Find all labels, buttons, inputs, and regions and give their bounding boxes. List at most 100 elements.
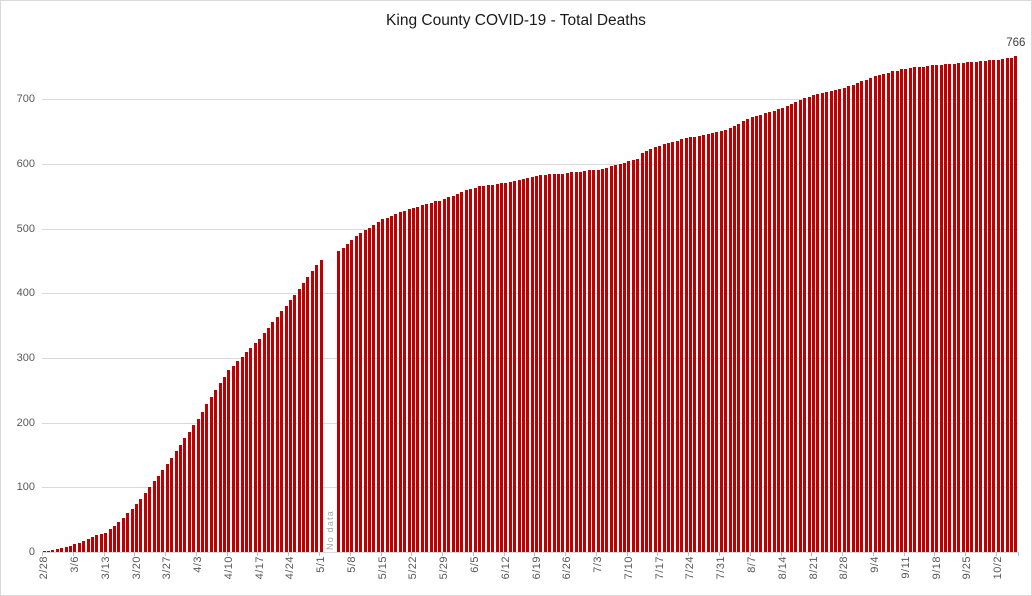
y-axis-label: 300 bbox=[16, 351, 35, 364]
chart-title: King County COVID-19 - Total Deaths bbox=[386, 12, 646, 29]
bar bbox=[139, 498, 143, 552]
bar bbox=[227, 370, 231, 552]
bar bbox=[548, 174, 552, 552]
bar bbox=[192, 425, 196, 552]
bar bbox=[552, 174, 556, 552]
bar bbox=[825, 91, 829, 552]
bar bbox=[957, 62, 961, 552]
x-axis-tick bbox=[42, 552, 43, 556]
bar bbox=[557, 173, 561, 552]
x-axis-tick bbox=[657, 552, 659, 556]
x-axis-label-box: 7/10 bbox=[621, 556, 637, 595]
bar bbox=[473, 187, 477, 552]
bar bbox=[157, 475, 160, 552]
bar bbox=[253, 343, 257, 552]
bar bbox=[99, 533, 103, 552]
bar bbox=[438, 200, 442, 552]
x-axis-label-box: 4/3 bbox=[190, 556, 206, 595]
x-axis-label: 7/10 bbox=[622, 556, 635, 580]
x-axis-label-box: 4/17 bbox=[252, 556, 268, 595]
bar bbox=[587, 170, 591, 552]
bar bbox=[737, 123, 741, 552]
bar bbox=[921, 66, 925, 552]
bar bbox=[346, 244, 350, 552]
bar bbox=[948, 64, 952, 552]
bar bbox=[702, 134, 706, 552]
x-axis-tick bbox=[503, 552, 505, 556]
bar bbox=[530, 176, 534, 552]
bar bbox=[513, 180, 517, 552]
bar bbox=[873, 76, 877, 552]
bar bbox=[178, 444, 182, 552]
bar bbox=[113, 526, 117, 552]
bar bbox=[561, 173, 565, 552]
y-axis-label: 0 bbox=[28, 546, 35, 558]
bar bbox=[675, 140, 679, 552]
bar bbox=[574, 171, 578, 552]
bar bbox=[135, 504, 139, 552]
bar bbox=[680, 139, 684, 552]
bar bbox=[671, 141, 675, 552]
bar bbox=[627, 161, 631, 552]
bar bbox=[495, 183, 499, 552]
bar bbox=[803, 98, 807, 552]
bar bbox=[482, 185, 486, 552]
gridline bbox=[42, 99, 1018, 101]
x-axis-label-box: 6/12 bbox=[498, 556, 514, 595]
bar bbox=[64, 546, 68, 552]
x-axis-label-box: 7/31 bbox=[713, 556, 729, 595]
y-axis-label: 400 bbox=[16, 287, 35, 300]
bar bbox=[455, 193, 459, 552]
bar bbox=[376, 222, 380, 552]
x-axis-tick bbox=[165, 552, 167, 556]
gridline bbox=[42, 163, 1018, 165]
bar bbox=[807, 96, 811, 552]
bar bbox=[187, 431, 191, 552]
x-axis-label: 7/17 bbox=[653, 556, 666, 580]
x-axis-tick bbox=[534, 552, 536, 556]
bar bbox=[895, 70, 899, 552]
x-axis-label: 10/2 bbox=[992, 556, 1005, 580]
bar bbox=[609, 166, 613, 552]
x-axis-tick bbox=[472, 552, 474, 556]
bar bbox=[935, 65, 939, 552]
bar bbox=[385, 217, 389, 552]
bar bbox=[161, 469, 165, 552]
x-axis-label: 3/27 bbox=[161, 556, 174, 580]
bar bbox=[491, 184, 495, 552]
bar bbox=[653, 146, 657, 552]
bar bbox=[829, 90, 833, 552]
bar bbox=[961, 62, 965, 552]
x-axis-label-box: 5/1 bbox=[313, 556, 329, 595]
x-axis-label-box: 3/20 bbox=[129, 556, 145, 595]
x-axis-label-box: 8/21 bbox=[806, 556, 822, 595]
gridline bbox=[42, 357, 1018, 359]
x-axis-label-box: 7/24 bbox=[682, 556, 698, 595]
bar bbox=[170, 457, 174, 552]
bar bbox=[372, 225, 376, 552]
bar bbox=[411, 207, 415, 552]
bar bbox=[407, 209, 411, 552]
bar bbox=[165, 464, 169, 552]
bar bbox=[337, 251, 341, 552]
bar bbox=[1009, 57, 1013, 552]
bar bbox=[851, 84, 855, 552]
bar bbox=[878, 75, 881, 552]
x-axis-label-box: 5/15 bbox=[375, 556, 391, 595]
bar bbox=[1014, 56, 1018, 552]
bar bbox=[354, 236, 358, 552]
bar bbox=[403, 211, 407, 552]
x-axis-tick bbox=[996, 552, 998, 556]
bar bbox=[73, 544, 77, 552]
bar bbox=[750, 117, 754, 552]
x-axis-label: 8/28 bbox=[838, 556, 851, 580]
x-axis-tick bbox=[780, 552, 782, 556]
bar bbox=[579, 171, 583, 552]
bar bbox=[965, 62, 969, 552]
x-axis-label-box: 5/29 bbox=[436, 556, 452, 595]
bar bbox=[214, 389, 218, 552]
x-axis-tick bbox=[934, 552, 936, 556]
bar bbox=[517, 179, 521, 552]
x-axis-tick bbox=[965, 552, 967, 556]
x-axis-label: 9/4 bbox=[869, 556, 882, 573]
